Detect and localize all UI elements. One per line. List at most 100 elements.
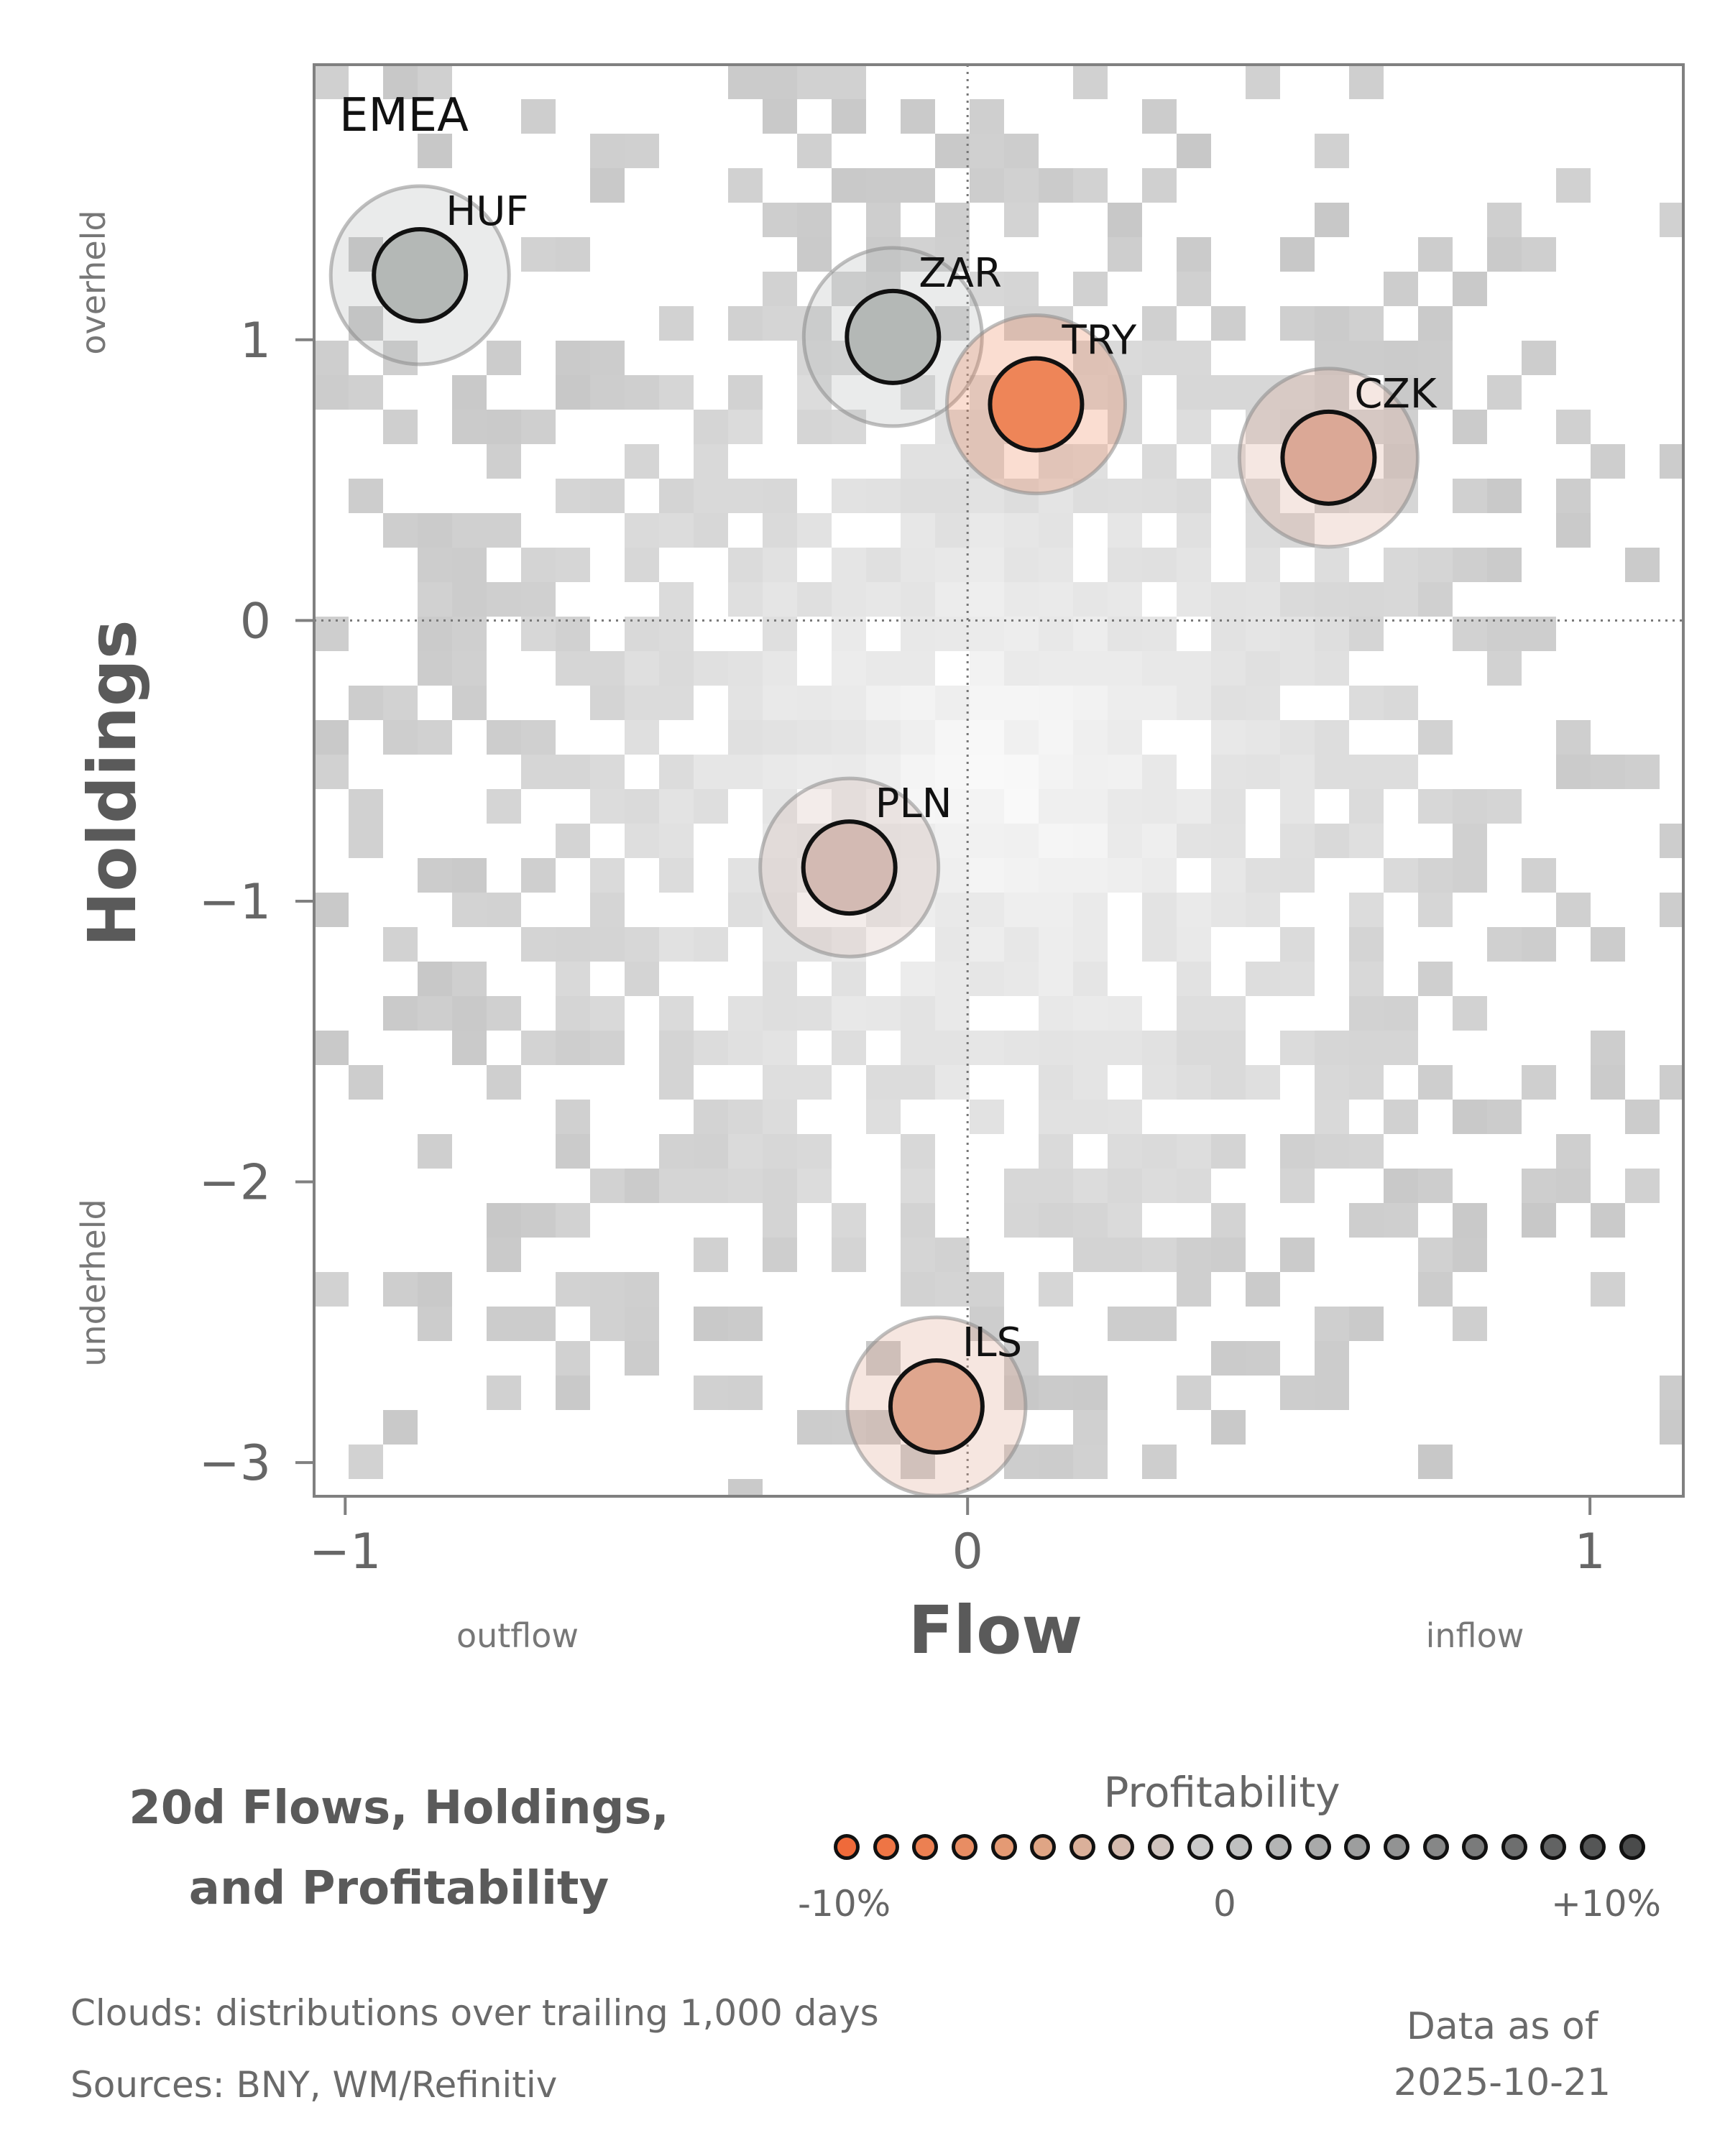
heatmap-cell	[590, 893, 625, 927]
heatmap-cell	[383, 1272, 418, 1307]
heatmap-cell	[590, 134, 625, 168]
heatmap-cell	[1453, 996, 1487, 1031]
heatmap-cell	[1315, 203, 1349, 237]
heatmap-cell	[1418, 306, 1453, 341]
heatmap-cell	[521, 99, 556, 134]
heatmap-cell	[901, 99, 935, 134]
heatmap-cell	[1177, 893, 1211, 927]
heatmap-cell	[1349, 824, 1384, 858]
heatmap-cell	[1591, 444, 1625, 479]
y-tick-label: −1	[199, 874, 271, 931]
heatmap-cell	[487, 720, 521, 755]
heatmap-cell	[1039, 1376, 1073, 1410]
heatmap-cell	[314, 375, 349, 410]
heatmap-cell	[901, 1238, 935, 1272]
heatmap-cell	[832, 651, 866, 686]
heatmap-cell	[935, 996, 970, 1031]
heatmap-cell	[659, 1031, 694, 1065]
heatmap-cell	[625, 789, 659, 824]
plot-frame	[313, 63, 1685, 1498]
heatmap-cell	[1487, 479, 1522, 513]
heatmap-cell	[1280, 582, 1315, 617]
heatmap-cell	[590, 341, 625, 375]
heatmap-cell	[1073, 1203, 1108, 1238]
heatmap-cell	[1384, 996, 1418, 1031]
heatmap-cell	[1177, 341, 1211, 375]
heatmap-cell	[659, 582, 694, 617]
heatmap-cell	[383, 686, 418, 720]
heatmap-cell	[487, 1065, 521, 1100]
heatmap-cell	[1073, 1169, 1108, 1203]
heatmap-cell	[1004, 1031, 1039, 1065]
heatmap-cell	[1142, 617, 1177, 651]
heatmap-cell	[1246, 548, 1280, 582]
heatmap-cell	[349, 1065, 383, 1100]
heatmap-cell	[1108, 651, 1142, 686]
heatmap-cell	[1177, 1031, 1211, 1065]
heatmap-cell	[763, 1065, 797, 1100]
heatmap-cell	[694, 1169, 728, 1203]
heatmap-cell	[1142, 168, 1177, 203]
heatmap-cell	[1418, 1238, 1453, 1272]
heatmap-cell	[1660, 824, 1683, 858]
heatmap-cell	[1039, 893, 1073, 927]
heatmap-cell	[1142, 548, 1177, 582]
heatmap-cell	[1073, 962, 1108, 996]
heatmap-cell	[1349, 686, 1384, 720]
heatmap-cell	[1315, 1341, 1349, 1376]
heatmap-cell	[487, 1238, 521, 1272]
heatmap-cell	[1108, 996, 1142, 1031]
heatmap-cell	[625, 824, 659, 858]
heatmap-cell	[1211, 996, 1246, 1031]
heatmap-cell	[728, 65, 763, 99]
heatmap-cell	[452, 893, 487, 927]
heatmap-cell	[1177, 1065, 1211, 1100]
point-marker	[1280, 409, 1377, 506]
heatmap-cell	[1453, 272, 1487, 306]
heatmap-cell	[418, 513, 452, 548]
heatmap-cell	[556, 824, 590, 858]
heatmap-cell	[1384, 444, 1418, 479]
heatmap-cell	[1004, 513, 1039, 548]
heatmap-cell	[418, 996, 452, 1031]
heatmap-cell	[935, 1031, 970, 1065]
heatmap-cell	[556, 479, 590, 513]
heatmap-cell	[1039, 479, 1073, 513]
heatmap-cell	[1004, 168, 1039, 203]
heatmap-cell	[1418, 375, 1453, 410]
heatmap-cell	[1177, 789, 1211, 824]
heatmap-cell	[452, 686, 487, 720]
legend-dot	[1344, 1834, 1371, 1860]
heatmap-cell	[452, 548, 487, 582]
x-side-label-high: inflow	[1426, 1616, 1524, 1655]
heatmap-cell	[1004, 582, 1039, 617]
heatmap-cell	[1142, 927, 1177, 962]
heatmap-cell	[1349, 341, 1384, 375]
heatmap-cell	[935, 927, 970, 962]
point-marker	[372, 226, 469, 323]
heatmap-cell	[901, 651, 935, 686]
heatmap-cell	[694, 651, 728, 686]
heatmap-cell	[728, 755, 763, 789]
heatmap-cell	[418, 548, 452, 582]
heatmap-cell	[1453, 548, 1487, 582]
heatmap-cell	[1522, 1065, 1556, 1100]
heatmap-cell	[1280, 962, 1315, 996]
heatmap-cell	[970, 99, 1004, 134]
heatmap-cell	[659, 651, 694, 686]
heatmap-cell	[590, 651, 625, 686]
heatmap-cell	[452, 410, 487, 444]
reference-lines	[314, 65, 1683, 1496]
heatmap-cell	[1073, 1238, 1108, 1272]
heatmap-cell	[1625, 1100, 1660, 1134]
heatmap-cell	[1142, 444, 1177, 479]
heatmap-cell	[1073, 1376, 1108, 1410]
heatmap-cell	[1073, 789, 1108, 824]
heatmap-cell	[1349, 755, 1384, 789]
heatmap-cell	[625, 962, 659, 996]
point-try: TRY	[944, 313, 1137, 496]
heatmap-cell	[935, 513, 970, 548]
heatmap-cell	[1349, 1203, 1384, 1238]
footnote-clouds: Clouds: distributions over trailing 1,00…	[70, 1992, 879, 2034]
